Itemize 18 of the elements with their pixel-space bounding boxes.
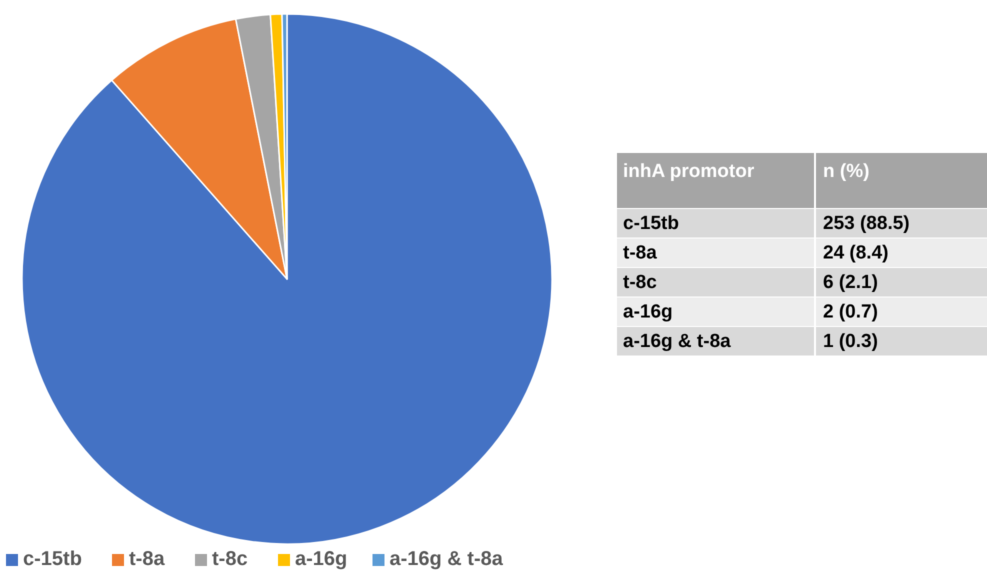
legend-label: c-15tb <box>23 548 82 570</box>
legend-label: a-16g <box>295 548 348 570</box>
text: a-16g & t-8a <box>623 331 732 352</box>
text: 1 (0.3) <box>823 331 878 352</box>
text: 6 (2.1) <box>823 272 878 293</box>
legend-label: a-16g & t-8a <box>390 548 504 570</box>
text: t-8a <box>623 242 658 264</box>
text: c-15tb <box>623 213 679 234</box>
text: 253 (88.5) <box>823 213 910 234</box>
legend-label: t-8c <box>212 548 248 570</box>
text: t-8c <box>623 272 658 293</box>
text: 24 (8.4) <box>823 242 888 264</box>
text: n (%) <box>823 161 870 182</box>
text: 2 (0.7) <box>823 302 878 322</box>
pie-slice <box>22 13 553 545</box>
text: inhA promotor <box>623 161 755 182</box>
text: a-16g <box>623 302 673 322</box>
legend-label: t-8a <box>129 548 166 570</box>
